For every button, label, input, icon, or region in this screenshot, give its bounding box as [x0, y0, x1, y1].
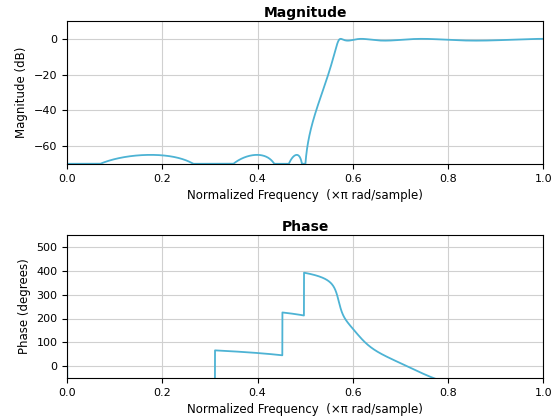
Title: Magnitude: Magnitude: [263, 6, 347, 20]
Y-axis label: Phase (degrees): Phase (degrees): [18, 259, 31, 354]
Title: Phase: Phase: [282, 220, 329, 234]
X-axis label: Normalized Frequency  (×π rad/sample): Normalized Frequency (×π rad/sample): [187, 403, 423, 416]
X-axis label: Normalized Frequency  (×π rad/sample): Normalized Frequency (×π rad/sample): [187, 189, 423, 202]
Y-axis label: Magnitude (dB): Magnitude (dB): [16, 47, 29, 138]
